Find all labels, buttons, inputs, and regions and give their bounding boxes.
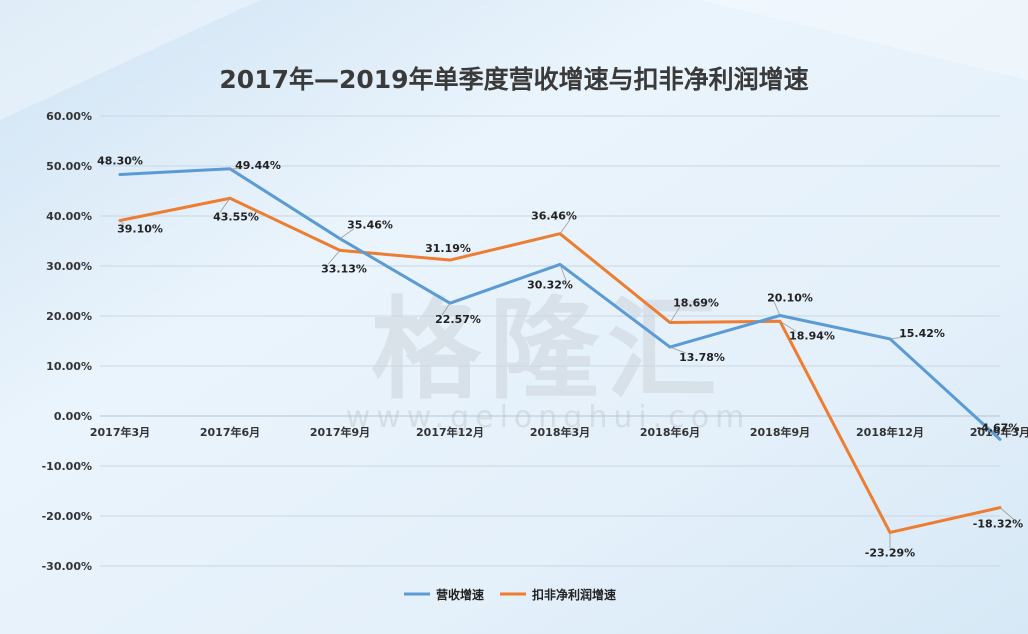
data-label-leader [219, 198, 231, 213]
legend-label-net-profit: 扣非净利润增速 [532, 587, 616, 602]
data-label-leader [669, 306, 681, 323]
y-tick-label: 20.00% [46, 310, 92, 323]
data-label-net-profit: 18.94% [789, 329, 835, 342]
data-label-net-profit: 36.46% [531, 210, 577, 223]
chart-title: 2017年—2019年单季度营收增速与扣非净利润增速 [219, 65, 808, 94]
data-labels: 48.30% 49.44% 35.46% 22.57% 30.32% 13.78% 20.1… [97, 155, 1023, 560]
data-label-revenue: 20.10% [767, 292, 813, 305]
y-tick-label: 10.00% [46, 360, 92, 373]
y-tick-label: 60.00% [46, 110, 92, 123]
x-tick-label: 2017年6月 [200, 425, 260, 439]
x-tick-label: 2018年6月 [640, 425, 700, 439]
legend: 营收增速 扣非净利润增速 [404, 587, 616, 602]
data-label-revenue: 15.42% [899, 327, 945, 340]
y-tick-label: -20.00% [42, 510, 92, 523]
background-light-band [700, 0, 1028, 80]
data-label-net-profit: -18.32% [973, 518, 1023, 531]
x-tick-label: 2017年9月 [310, 425, 370, 439]
watermark-logo: 格隆汇 [371, 286, 725, 414]
data-label-net-profit: 18.69% [673, 297, 719, 310]
data-label-leader [559, 219, 571, 234]
legend-label-revenue: 营收增速 [436, 587, 484, 602]
gridlines [100, 115, 1000, 567]
y-tick-label: 30.00% [46, 260, 92, 273]
x-tick-label: 2019年3月 [970, 425, 1028, 439]
data-label-leader [339, 228, 355, 240]
x-tick-label: 2018年3月 [530, 425, 590, 439]
data-label-leader [889, 336, 907, 340]
data-label-net-profit: 33.13% [321, 262, 367, 275]
data-label-revenue: 48.30% [97, 155, 143, 168]
y-tick-label: 40.00% [46, 210, 92, 223]
data-label-revenue: 35.46% [347, 219, 393, 232]
data-label-revenue: 22.57% [435, 313, 481, 326]
x-tick-label: 2018年9月 [750, 425, 810, 439]
data-label-leader [327, 250, 341, 265]
data-label-net-profit: 39.10% [117, 223, 163, 236]
background-light-band [0, 0, 260, 120]
y-tick-label: 50.00% [46, 160, 92, 173]
data-label-leader [669, 346, 687, 354]
x-tick-label: 2017年12月 [416, 425, 484, 439]
data-label-net-profit: 31.19% [425, 242, 471, 255]
data-label-leader [999, 507, 1015, 520]
data-label-net-profit: 43.55% [213, 210, 259, 223]
data-label-net-profit: -23.29% [865, 546, 915, 559]
y-tick-label: -10.00% [42, 460, 92, 473]
data-label-leader [779, 320, 797, 332]
y-tick-label: -30.00% [42, 560, 92, 573]
data-label-leader [441, 302, 451, 316]
x-axis-ticks: 2017年3月 2017年6月 2017年9月 2017年12月 2018年3月 2018… [90, 425, 1028, 439]
data-label-leader [559, 264, 567, 281]
data-label-revenue: 30.32% [527, 278, 573, 291]
x-tick-label: 2017年3月 [90, 425, 150, 439]
data-label-revenue: -4.67% [977, 421, 1020, 434]
data-label-leader [119, 220, 125, 225]
watermark-url: www.gelonghui.com [346, 400, 751, 435]
data-label-revenue: 49.44% [235, 159, 281, 172]
x-tick-label: 2018年12月 [856, 425, 924, 439]
data-label-leader [773, 301, 781, 316]
data-label-revenue: 13.78% [679, 351, 725, 364]
y-axis-ticks: 60.00% 50.00% 40.00% 30.00% 20.00% 10.00% 0.00… [42, 110, 92, 573]
y-tick-label: 0.00% [54, 410, 92, 423]
